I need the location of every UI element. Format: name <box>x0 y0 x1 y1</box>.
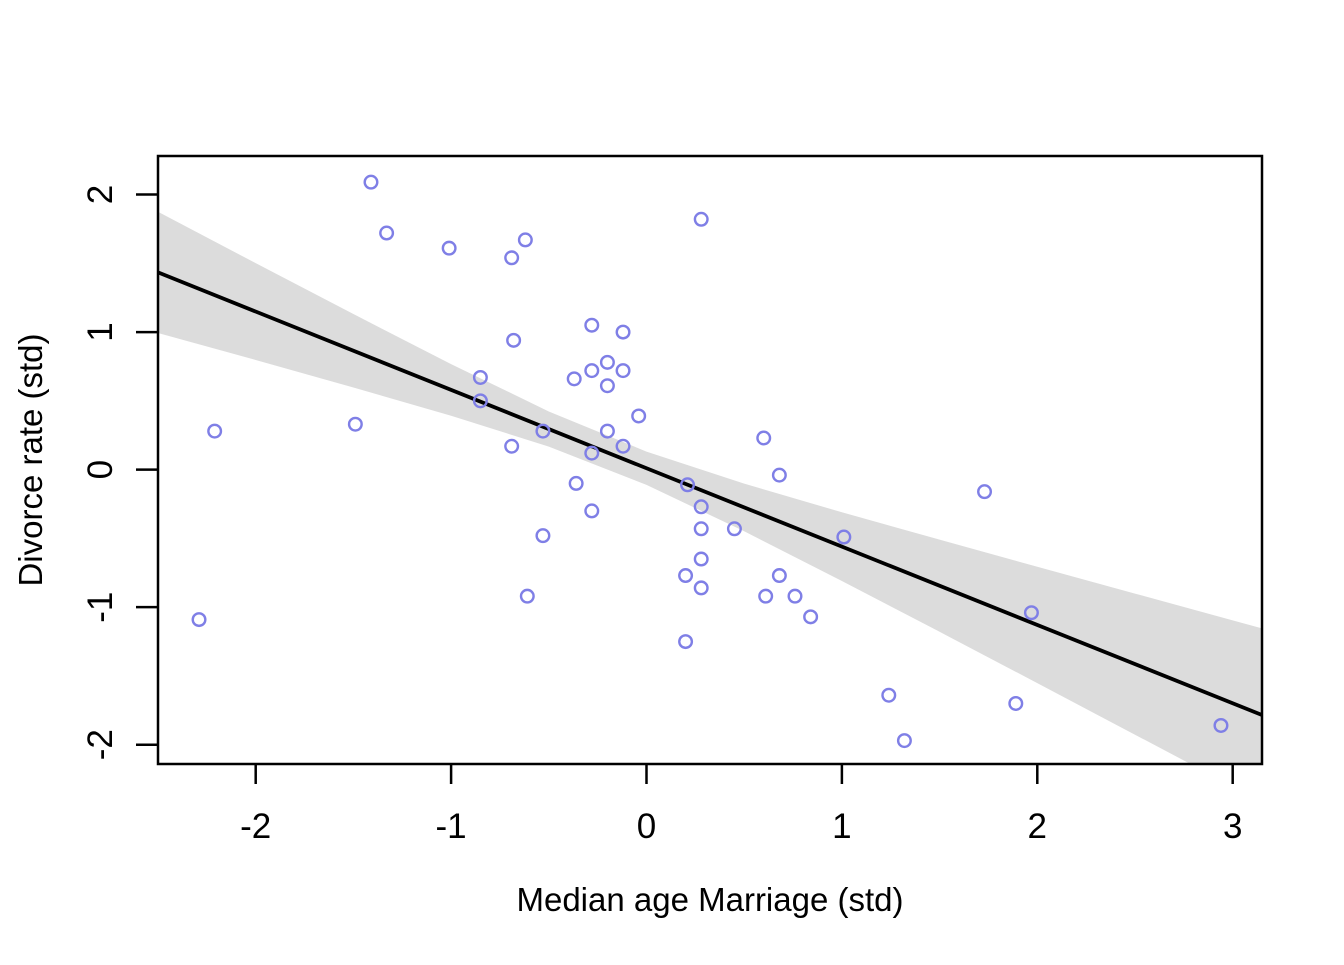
data-points <box>191 174 1229 749</box>
confidence-band-polygon <box>158 211 1262 764</box>
x-axis-label: Median age Marriage (std) <box>516 881 903 918</box>
y-axis: -2 -1 0 1 2 <box>81 185 158 760</box>
data-point <box>519 588 535 604</box>
data-point <box>881 687 897 703</box>
data-point <box>506 332 522 348</box>
data-point <box>678 568 694 584</box>
data-point <box>363 174 379 190</box>
data-point <box>693 551 709 567</box>
data-point <box>535 423 551 439</box>
data-point <box>191 612 207 628</box>
data-point <box>584 317 600 333</box>
data-point <box>566 371 582 387</box>
data-point <box>347 416 363 432</box>
data-point <box>756 430 772 446</box>
data-point <box>771 568 787 584</box>
data-point <box>680 477 696 493</box>
data-point <box>615 363 631 379</box>
data-point <box>207 423 223 439</box>
data-point <box>535 528 551 544</box>
data-point <box>803 609 819 625</box>
x-tick-label: 0 <box>637 807 656 846</box>
data-point <box>678 634 694 650</box>
data-point <box>787 588 803 604</box>
y-tick-label: -2 <box>81 729 120 760</box>
data-point <box>584 503 600 519</box>
data-point <box>504 250 520 266</box>
data-point <box>472 393 488 409</box>
data-point <box>615 438 631 454</box>
x-axis: -2 -1 0 1 2 3 <box>240 764 1242 846</box>
x-tick-label: -2 <box>240 807 271 846</box>
y-axis-label: Divorce rate (std) <box>12 333 49 586</box>
data-point <box>1008 695 1024 711</box>
y-tick-label: 2 <box>81 185 120 204</box>
x-tick-label: 3 <box>1223 807 1242 846</box>
data-point <box>896 733 912 749</box>
data-point <box>599 423 615 439</box>
plot-border <box>156 154 1264 766</box>
data-point <box>693 580 709 596</box>
data-point <box>1213 717 1229 733</box>
regression-line-segment <box>158 270 1262 717</box>
data-point <box>599 378 615 394</box>
data-point <box>693 521 709 537</box>
y-tick-label: 1 <box>81 322 120 341</box>
y-tick-label: -1 <box>81 592 120 623</box>
data-point <box>599 354 615 370</box>
data-point <box>693 211 709 227</box>
data-point <box>836 529 852 545</box>
data-point <box>693 499 709 515</box>
data-point <box>517 232 533 248</box>
x-tick-label: -1 <box>436 807 467 846</box>
confidence-band <box>158 211 1262 764</box>
data-point <box>379 225 395 241</box>
data-point <box>631 408 647 424</box>
data-point <box>504 438 520 454</box>
data-point <box>441 240 457 256</box>
data-point <box>568 475 584 491</box>
data-point <box>472 369 488 385</box>
data-point <box>584 445 600 461</box>
data-point <box>1023 605 1039 621</box>
data-point <box>758 588 774 604</box>
data-point <box>584 363 600 379</box>
regression-line <box>158 270 1262 717</box>
data-point <box>726 521 742 537</box>
data-point <box>615 324 631 340</box>
x-tick-label: 2 <box>1028 807 1047 846</box>
x-tick-label: 1 <box>832 807 851 846</box>
y-tick-label: 0 <box>81 460 120 479</box>
data-point <box>977 484 993 500</box>
data-point <box>771 467 787 483</box>
